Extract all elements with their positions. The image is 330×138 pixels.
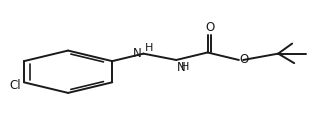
Text: H: H	[145, 43, 153, 53]
Text: O: O	[205, 21, 214, 34]
Text: N: N	[133, 47, 142, 60]
Text: O: O	[240, 54, 249, 67]
Text: Cl: Cl	[10, 79, 21, 91]
Text: H: H	[181, 62, 189, 72]
Text: N: N	[177, 61, 186, 74]
